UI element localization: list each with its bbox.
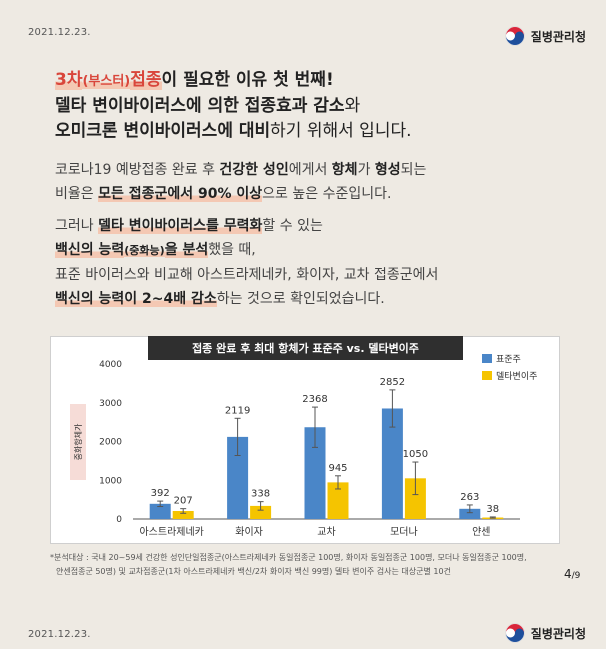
y-axis-label: 중화항체가 [73,423,83,460]
bar-delta [172,510,194,519]
bar-standard [227,436,249,519]
headline-line-1: 3차(부스터)접종이 필요한 이유 첫 번째! [55,68,412,94]
bar-standard [381,408,403,519]
paragraph-2-line-4: 백신의 능력이 2~4배 감소하는 것으로 확인되었습니다. [55,287,438,311]
headline-purpose: 하기 위해서 입니다. [270,121,412,141]
p1-antibody: 항체 [331,162,358,178]
data-label: 1050 [403,449,428,460]
paragraph-2-line-2: 백신의 능력(중화능)을 분석했을 때, [55,238,438,263]
headline-and: 와 [344,96,361,116]
data-label: 338 [251,489,270,500]
paragraph-2-line-3: 표준 바이러스와 비교해 아스트라제네카, 화이자, 교차 접종군에서 [55,267,439,283]
logo-bottom: 질병관리청 [505,623,586,643]
headline-vaccination: 접종 [130,70,162,90]
y-tick-label: 4000 [99,360,122,370]
p1-text-g: 되는 [400,162,427,178]
paragraph-neutralization: 그러나 델타 변이바이러스를 무력화할 수 있는 백신의 능력(중화능)을 분석… [55,214,438,311]
data-label: 207 [174,496,193,507]
chart-title: 접종 완료 후 최대 항체가 표준주 vs. 델타변이주 [148,336,463,360]
date-top: 2021.12.23. [28,27,91,38]
p2-neutralizing: (중화능) [124,244,165,257]
y-tick-label: 3000 [99,399,122,409]
headline-line-2: 델타 변이바이러스에 의한 접종효과 감소와 [55,94,412,119]
analysis-footnote: *분석대상 : 국내 20~59세 건강한 성인단일접종군(아스트라제네카 동일… [50,551,555,579]
kdca-logo-icon [505,623,525,643]
p1-over-90-percent: 모든 접종군에서 90% 이상 [98,186,263,202]
x-tick-label: 화이자 [235,526,263,538]
p1-healthy-adult: 건강한 성인 [219,162,289,178]
paragraph-antibody-rate: 코로나19 예방접종 완료 후 건강한 성인에게서 항체가 형성되는 비율은 모… [55,158,426,206]
p1-text-h: 비율은 [55,186,99,202]
y-tick-label: 2000 [99,438,122,448]
legend-label-standard: 표준주 [496,354,521,365]
data-label: 38 [486,504,499,515]
bar-delta [250,505,272,519]
p1-text-a: 코로나19 예방접종 완료 후 [55,162,220,178]
date-bottom: 2021.12.23. [28,629,91,640]
p1-text-j: 으로 높은 수준입니다. [262,186,392,202]
antibody-bar-chart: 중화항체가 0 1000 2000 3000 4000 392 207 아스트라제네카 2119 3… [70,354,537,538]
p1-text-c: 에게서 [288,162,332,178]
footnote-line-1: *분석대상 : 국내 20~59세 건강한 성인단일접종군(아스트라제네카 동일… [50,553,527,562]
kdca-logo-icon [505,26,525,46]
x-tick-label: 교차 [317,526,335,538]
headline-booster: (부스터) [82,74,131,89]
headline-first-reason: 이 필요한 이유 첫 번째! [161,70,334,90]
headline-delta-reduction: 델타 변이바이러스에 의한 접종효과 감소 [55,96,345,116]
headline-3rd-dose: 3차 [55,70,83,90]
x-tick-label: 아스트라제네카 [139,526,203,538]
data-label: 392 [151,488,170,499]
page-total: /9 [571,571,581,581]
headline: 3차(부스터)접종이 필요한 이유 첫 번째! 델타 변이바이러스에 의한 접종… [55,68,412,144]
paragraph-1-line-1: 코로나19 예방접종 완료 후 건강한 성인에게서 항체가 형성되는 [55,158,426,182]
bar-standard [304,427,326,519]
x-tick-label: 얀센 [472,525,490,538]
data-label: 2852 [380,377,405,388]
p2-text-j: 하는 것으로 확인되었습니다. [216,291,385,307]
data-label: 2119 [225,405,250,416]
page-number: 4/9 [564,567,580,581]
legend-swatch-delta [482,371,492,380]
bar-standard [149,503,171,519]
legend-swatch-standard [482,354,492,363]
org-name-bottom: 질병관리청 [530,626,586,641]
p2-analysis: 을 분석 [164,242,209,258]
p2-delta-neutralize: 델타 변이바이러스를 무력화 [98,218,263,234]
p2-text-g: 했을 때, [208,242,256,258]
data-label: 945 [328,463,347,474]
p2-2-4x-decrease: 백신의 능력이 2~4배 감소 [55,291,217,307]
p2-text-a: 그러나 [55,218,99,234]
p2-vaccine-ability: 백신의 능력 [55,242,125,258]
paragraph-1-line-2: 비율은 모든 접종군에서 90% 이상으로 높은 수준입니다. [55,182,426,206]
headline-omicron-prepare: 오미크론 변이바이러스에 대비 [55,121,271,141]
bar-delta [327,482,349,519]
headline-line-3: 오미크론 변이바이러스에 대비하기 위해서 입니다. [55,119,412,144]
bar-delta [404,478,426,519]
data-label: 263 [460,492,479,503]
y-tick-label: 0 [116,515,122,525]
footnote-line-2: 얀센접종군 50명) 및 교차접종군(1차 아스트라제네카 백신/2차 화이자 … [56,567,451,576]
page-current: 4 [564,567,572,581]
data-label: 2368 [302,394,327,405]
p1-text-e: 가 [357,162,375,178]
legend-label-delta: 델타변이주 [496,370,537,382]
y-tick-label: 1000 [99,476,122,486]
logo-top: 질병관리청 [505,26,586,46]
p2-text-c: 할 수 있는 [262,218,323,234]
x-tick-label: 모더나 [390,526,418,538]
org-name-top: 질병관리청 [530,29,586,44]
paragraph-2-line-1: 그러나 델타 변이바이러스를 무력화할 수 있는 [55,214,438,238]
p1-formation: 형성 [374,162,401,178]
bar-standard [459,508,481,519]
y-axis-label-box [70,404,86,480]
